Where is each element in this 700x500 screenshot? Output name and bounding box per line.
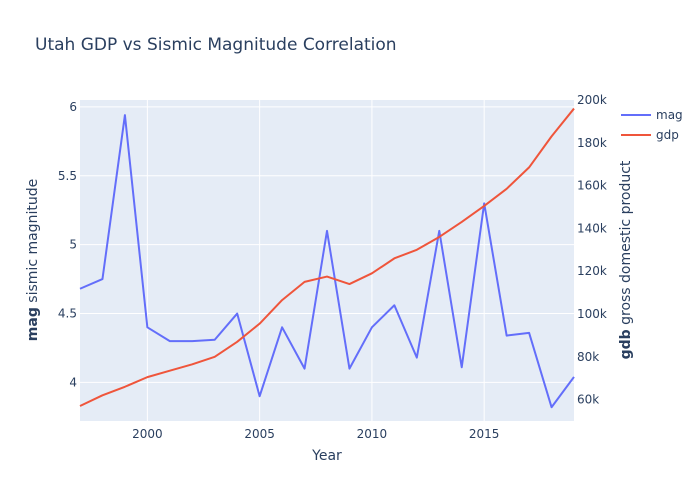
legend-item-mag[interactable]: mag (621, 108, 683, 122)
x-tick-label: 2000 (132, 427, 163, 441)
x-tick-label: 2005 (244, 427, 275, 441)
y-left-tick-label: 4 (69, 375, 77, 389)
legend[interactable]: mag gdp (621, 108, 683, 142)
gridlines (80, 100, 574, 421)
x-axis-label: Year (311, 448, 342, 464)
x-tick-label: 2010 (357, 427, 388, 441)
y-right-tick-label: 120k (577, 264, 607, 278)
y-right-axis-label-bold: gdb (618, 329, 634, 359)
y-left-tick-label: 5.5 (58, 169, 77, 183)
y-right-tick-label: 80k (577, 350, 599, 364)
y-right-tick-label: 60k (577, 393, 599, 407)
y-right-tick-label: 200k (577, 93, 607, 107)
y-right-axis-label: gdb gross domestic product (618, 160, 634, 359)
y-right-tick-label: 160k (577, 179, 607, 193)
plot-area (80, 100, 574, 421)
series-line-mag (79, 114, 575, 409)
x-tick-label: 2015 (469, 427, 500, 441)
y-right-axis-label-rest: gross domestic product (618, 160, 634, 329)
legend-label: gdp (656, 128, 679, 142)
y-right-tick-label: 180k (577, 136, 607, 150)
y-right-tick-label: 140k (577, 221, 607, 235)
y-left-axis-label-bold: mag (25, 307, 41, 341)
y-left-tick-label: 6 (69, 100, 77, 114)
legend-item-gdp[interactable]: gdp (621, 128, 679, 142)
chart-title: Utah GDP vs Sismic Magnitude Correlation (35, 35, 397, 55)
series-line-gdp (79, 107, 575, 407)
y-left-axis-label-rest: sismic magnitude (25, 179, 41, 307)
y-left-axis-label: mag sismic magnitude (25, 179, 41, 341)
y-left-tick-label: 4.5 (58, 307, 77, 321)
tick-labels: 2000 2005 2010 2015 4 4.5 5 5.5 6 60k 80k 100k 120k 1… (58, 93, 607, 441)
series-layer (79, 107, 575, 409)
y-left-tick-label: 5 (69, 238, 77, 252)
y-right-tick-label: 100k (577, 307, 607, 321)
legend-label: mag (656, 108, 683, 122)
